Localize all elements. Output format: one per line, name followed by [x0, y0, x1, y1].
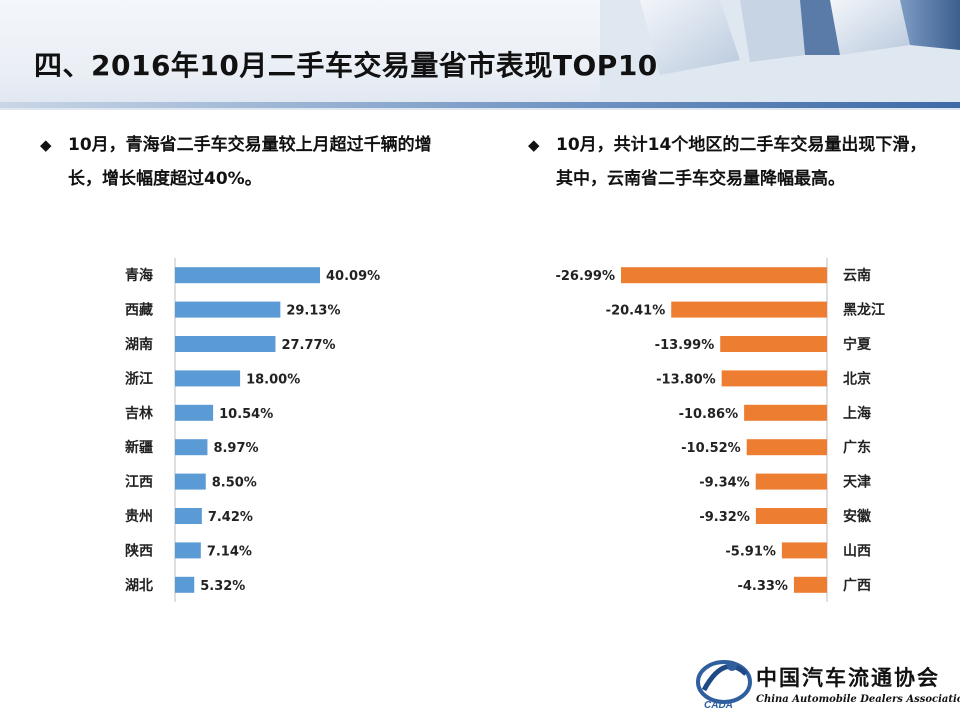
value-label: -10.86% — [679, 407, 739, 422]
bar — [175, 439, 208, 456]
bar — [175, 370, 241, 387]
bullet-left: ◆ 10月，青海省二手车交易量较上月超过千辆的增长，增长幅度超过40%。 — [40, 128, 450, 196]
header-underline — [0, 102, 960, 108]
category-label: 上海 — [843, 405, 871, 422]
bar — [793, 576, 827, 593]
slide-header: 四、2016年10月二手车交易量省市表现TOP10 — [0, 0, 960, 110]
category-label: 广西 — [843, 577, 871, 594]
value-label: 7.42% — [208, 510, 253, 525]
category-label: 广东 — [843, 439, 871, 456]
category-label: 浙江 — [125, 370, 153, 387]
bar — [175, 542, 201, 559]
logo-name-cn: 中国汽车流通协会 — [756, 665, 940, 690]
bar — [746, 439, 827, 456]
bar — [175, 576, 195, 593]
bar — [175, 301, 281, 318]
value-label: 7.14% — [207, 544, 252, 559]
chart-decrease-svg: -26.99% 云南 -20.41% 黑龙江 -13.99% 宁夏 -13.80% 北京 -10… — [555, 258, 885, 602]
bullet-right: ◆ 10月，共计14个地区的二手车交易量出现下滑，其中，云南省二手车交易量降幅最… — [528, 128, 928, 196]
value-label: 10.54% — [219, 407, 273, 422]
value-label: 8.97% — [213, 441, 258, 456]
logo-abbreviation: CADA — [704, 700, 733, 711]
value-label: -9.34% — [699, 476, 750, 491]
bar — [781, 542, 827, 559]
value-label: 29.13% — [286, 304, 340, 319]
value-label: -20.41% — [606, 304, 666, 319]
category-label: 云南 — [843, 267, 871, 284]
value-label: -26.99% — [555, 269, 615, 284]
value-label: 18.00% — [246, 372, 300, 387]
diamond-bullet-icon: ◆ — [528, 136, 540, 154]
cada-logo: CADA 中国汽车流通协会 China Automobile Dealers A… — [694, 652, 960, 716]
category-label: 湖南 — [125, 336, 153, 353]
category-label: 青海 — [125, 267, 153, 284]
bullet-left-text: 10月，青海省二手车交易量较上月超过千辆的增长，增长幅度超过40%。 — [68, 135, 432, 189]
category-label: 天津 — [843, 474, 871, 491]
diamond-bullet-icon: ◆ — [40, 136, 52, 154]
category-label: 湖北 — [125, 578, 153, 594]
slide-title: 四、2016年10月二手车交易量省市表现TOP10 — [34, 49, 658, 82]
category-label: 北京 — [843, 370, 871, 387]
value-label: -4.33% — [737, 579, 788, 594]
category-label: 陕西 — [125, 542, 153, 559]
category-label: 西藏 — [125, 302, 153, 319]
category-label: 江西 — [125, 474, 153, 491]
chart-increase: 青海 40.09% 西藏 29.13% 湖南 27.77% 浙江 18.00% 吉林 10.54%… — [120, 258, 450, 603]
bar — [175, 267, 320, 284]
bar — [720, 336, 827, 352]
category-label: 安徽 — [843, 508, 872, 525]
value-label: 5.32% — [200, 579, 245, 594]
category-label: 山西 — [843, 543, 871, 559]
bar — [744, 404, 827, 421]
value-label: -5.91% — [725, 544, 776, 559]
chart-decrease: -26.99% 云南 -20.41% 黑龙江 -13.99% 宁夏 -13.80% 北京 -10… — [540, 258, 920, 603]
category-label: 黑龙江 — [843, 302, 885, 319]
category-label: 吉林 — [125, 405, 153, 422]
category-label: 宁夏 — [843, 336, 872, 353]
bullet-right-text: 10月，共计14个地区的二手车交易量出现下滑，其中，云南省二手车交易量降幅最高。 — [556, 135, 927, 189]
bar — [755, 473, 827, 490]
bar — [721, 370, 827, 387]
decorative-cubes-image — [600, 0, 960, 110]
category-label: 新疆 — [125, 439, 153, 456]
value-label: -13.99% — [655, 338, 715, 353]
bar — [175, 508, 202, 524]
cada-emblem-icon — [696, 660, 752, 704]
value-label: -13.80% — [656, 372, 716, 387]
value-label: 40.09% — [326, 269, 380, 284]
bar — [175, 404, 214, 421]
logo-name-en: China Automobile Dealers Association — [756, 694, 960, 705]
bar — [755, 508, 827, 524]
value-label: 27.77% — [281, 338, 335, 353]
bar — [175, 336, 276, 352]
bar — [671, 301, 827, 318]
value-label: -9.32% — [699, 510, 750, 525]
category-label: 贵州 — [125, 508, 153, 525]
bar — [175, 473, 206, 490]
bar — [621, 267, 827, 284]
value-label: -10.52% — [681, 441, 741, 456]
chart-increase-svg: 青海 40.09% 西藏 29.13% 湖南 27.77% 浙江 18.00% 吉林 10.54%… — [125, 258, 380, 602]
value-label: 8.50% — [212, 476, 257, 491]
